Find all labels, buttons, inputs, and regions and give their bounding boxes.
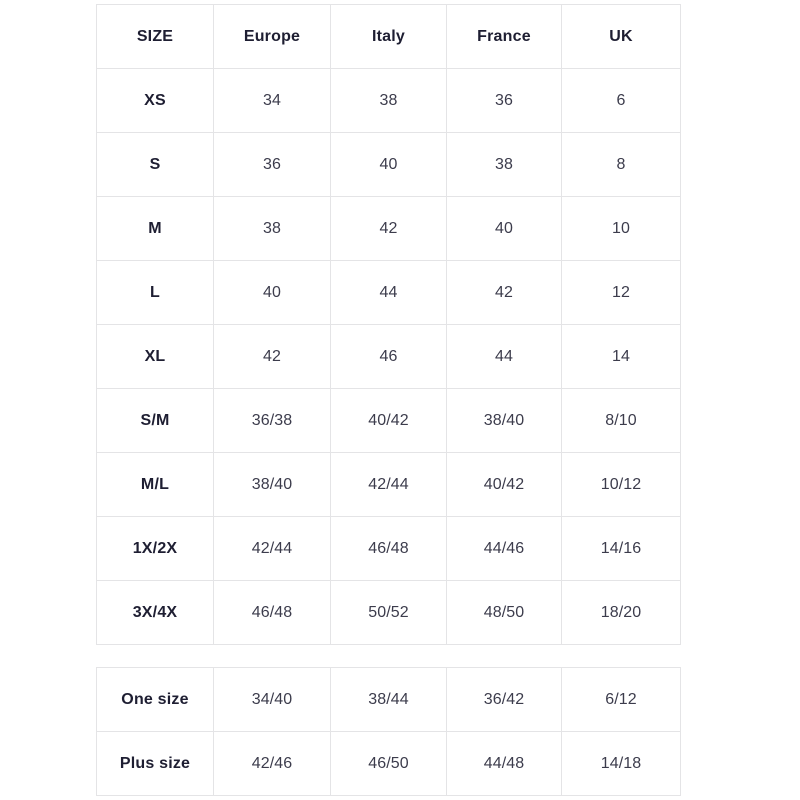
cell-europe: 40: [213, 260, 331, 325]
cell-france: 48/50: [446, 580, 562, 645]
column-header-size: SIZE: [96, 4, 214, 69]
cell-france: 44/48: [446, 731, 562, 796]
cell-uk: 10: [561, 196, 681, 261]
cell-france: 38: [446, 132, 562, 197]
cell-italy: 40: [330, 132, 447, 197]
cell-size: One size: [96, 667, 214, 732]
cell-italy: 46/48: [330, 516, 447, 581]
cell-size: M/L: [96, 452, 214, 517]
cell-france: 42: [446, 260, 562, 325]
cell-europe: 34: [213, 68, 331, 133]
cell-size: L: [96, 260, 214, 325]
table-header-row: SIZE Europe Italy France UK: [96, 4, 681, 69]
cell-france: 40: [446, 196, 562, 261]
cell-uk: 6: [561, 68, 681, 133]
cell-italy: 42: [330, 196, 447, 261]
table-row: Plus size 42/46 46/50 44/48 14/18: [96, 731, 681, 796]
cell-italy: 38/44: [330, 667, 447, 732]
cell-europe: 38/40: [213, 452, 331, 517]
table-row: M 38 42 40 10: [96, 196, 681, 261]
table-row: S/M 36/38 40/42 38/40 8/10: [96, 388, 681, 453]
cell-france: 44: [446, 324, 562, 389]
table-row: L 40 44 42 12: [96, 260, 681, 325]
table-row: XS 34 38 36 6: [96, 68, 681, 133]
column-header-europe: Europe: [213, 4, 331, 69]
cell-uk: 8/10: [561, 388, 681, 453]
cell-france: 38/40: [446, 388, 562, 453]
table-row: XL 42 46 44 14: [96, 324, 681, 389]
cell-size: XS: [96, 68, 214, 133]
cell-uk: 6/12: [561, 667, 681, 732]
cell-uk: 12: [561, 260, 681, 325]
cell-uk: 14: [561, 324, 681, 389]
cell-europe: 36: [213, 132, 331, 197]
column-header-france: France: [446, 4, 562, 69]
column-header-uk: UK: [561, 4, 681, 69]
standard-size-table-header: SIZE Europe Italy France UK: [96, 4, 681, 69]
cell-italy: 50/52: [330, 580, 447, 645]
standard-size-table: SIZE Europe Italy France UK XS 34 38 36 …: [96, 4, 681, 645]
table-row: S 36 40 38 8: [96, 132, 681, 197]
cell-europe: 38: [213, 196, 331, 261]
table-row: M/L 38/40 42/44 40/42 10/12: [96, 452, 681, 517]
cell-size: 3X/4X: [96, 580, 214, 645]
cell-uk: 18/20: [561, 580, 681, 645]
cell-italy: 40/42: [330, 388, 447, 453]
cell-europe: 34/40: [213, 667, 331, 732]
cell-europe: 42/46: [213, 731, 331, 796]
cell-size: S/M: [96, 388, 214, 453]
cell-italy: 46: [330, 324, 447, 389]
cell-uk: 10/12: [561, 452, 681, 517]
cell-italy: 44: [330, 260, 447, 325]
table-row: 1X/2X 42/44 46/48 44/46 14/16: [96, 516, 681, 581]
cell-france: 40/42: [446, 452, 562, 517]
standard-size-table-body: XS 34 38 36 6 S 36 40 38 8 M 38 42 40 10: [96, 68, 681, 645]
cell-size: M: [96, 196, 214, 261]
cell-size: XL: [96, 324, 214, 389]
table-row: 3X/4X 46/48 50/52 48/50 18/20: [96, 580, 681, 645]
cell-italy: 46/50: [330, 731, 447, 796]
column-header-italy: Italy: [330, 4, 447, 69]
cell-europe: 42: [213, 324, 331, 389]
cell-europe: 42/44: [213, 516, 331, 581]
cell-size: Plus size: [96, 731, 214, 796]
cell-france: 36/42: [446, 667, 562, 732]
cell-europe: 46/48: [213, 580, 331, 645]
cell-size: 1X/2X: [96, 516, 214, 581]
universal-size-table: One size 34/40 38/44 36/42 6/12 Plus siz…: [96, 667, 681, 796]
table-row: One size 34/40 38/44 36/42 6/12: [96, 667, 681, 732]
cell-france: 36: [446, 68, 562, 133]
universal-size-table-body: One size 34/40 38/44 36/42 6/12 Plus siz…: [96, 667, 681, 796]
cell-europe: 36/38: [213, 388, 331, 453]
cell-italy: 42/44: [330, 452, 447, 517]
cell-france: 44/46: [446, 516, 562, 581]
cell-uk: 14/16: [561, 516, 681, 581]
cell-uk: 8: [561, 132, 681, 197]
cell-size: S: [96, 132, 214, 197]
cell-italy: 38: [330, 68, 447, 133]
cell-uk: 14/18: [561, 731, 681, 796]
